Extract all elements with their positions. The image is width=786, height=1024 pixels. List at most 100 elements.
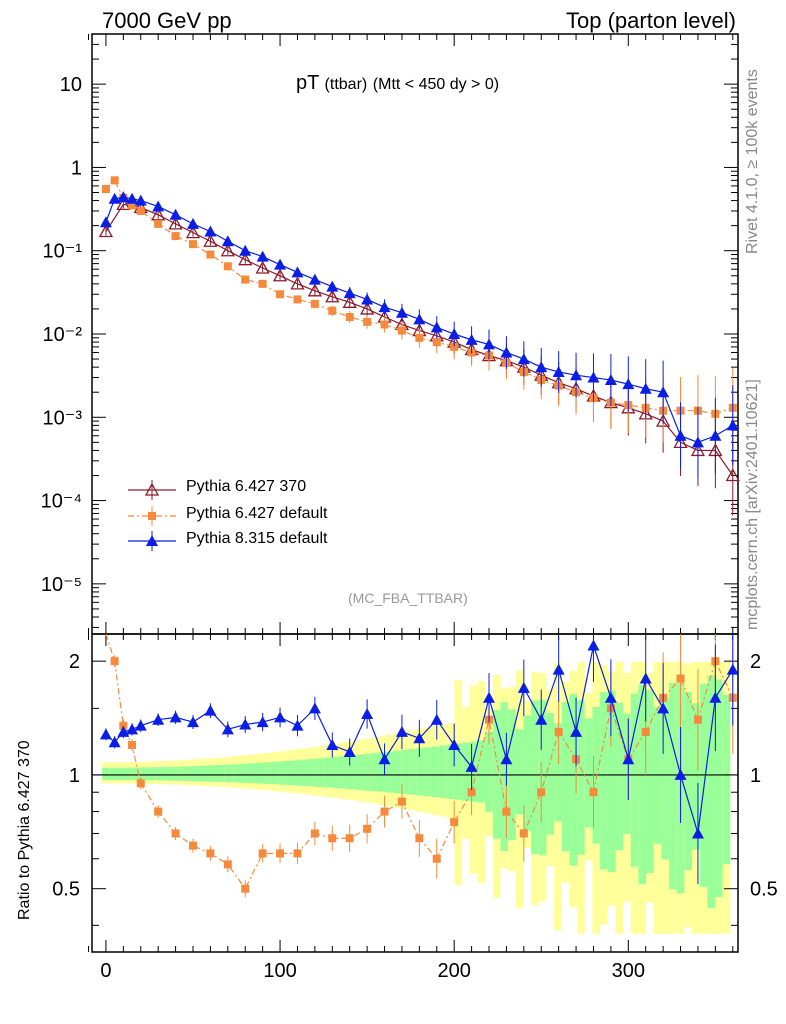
band-green-bin — [247, 763, 256, 784]
data-point-main — [136, 206, 145, 215]
data-point-ratio — [223, 860, 232, 869]
data-point-ratio — [622, 753, 635, 765]
data-point-main — [343, 287, 356, 299]
band-green-bin — [370, 753, 378, 792]
data-point-ratio — [117, 725, 130, 737]
band-green-bin — [416, 748, 424, 796]
band-green-bin — [692, 703, 700, 850]
data-point-ratio — [136, 779, 145, 788]
data-point-main — [117, 191, 130, 203]
data-point-ratio — [221, 723, 234, 735]
data-point-main — [223, 262, 232, 271]
data-point-main — [221, 235, 234, 247]
data-point-main — [361, 293, 374, 305]
data-point-main — [448, 328, 461, 339]
data-point-main — [570, 369, 583, 381]
x-tick-label: 100 — [263, 960, 296, 982]
band-green-bin — [485, 731, 493, 812]
band-green-bin — [393, 750, 401, 794]
data-point-ratio — [604, 691, 617, 703]
band-green-bin — [301, 759, 309, 787]
data-point-main — [186, 217, 199, 229]
band-green-bin — [278, 761, 286, 785]
data-point-main — [363, 317, 372, 326]
ratio-tick-label: 1 — [69, 765, 80, 787]
data-point-main — [203, 233, 218, 247]
band-green-bin — [385, 751, 394, 793]
data-point-main — [639, 382, 652, 394]
band-green-bin — [163, 766, 172, 781]
band-green-bin — [270, 761, 279, 785]
data-point-main — [725, 468, 740, 482]
x-tick-label: 300 — [612, 960, 645, 982]
data-point-ratio — [502, 807, 511, 816]
band-green-bin — [630, 693, 639, 867]
band-green-bin — [155, 767, 164, 781]
plot-title: pT (ttbar) (Mtt < 450 dy > 0) — [296, 72, 499, 95]
data-point-main — [517, 353, 530, 365]
data-point-main — [98, 224, 114, 238]
band-green-bin — [331, 756, 340, 789]
series-layer — [98, 176, 740, 898]
data-point-main — [151, 207, 166, 221]
data-point-ratio — [171, 829, 180, 838]
data-point-main — [397, 326, 406, 335]
data-point-ratio — [639, 672, 652, 684]
legend-label-p6-370: Pythia 6.427 370 — [186, 478, 307, 495]
band-green-bin — [607, 690, 616, 873]
data-point-ratio — [241, 884, 250, 893]
data-point-main — [168, 216, 183, 230]
band-green-bin — [339, 756, 348, 789]
y-tick-label: 10⁻² — [43, 324, 83, 346]
data-point-main — [204, 225, 217, 237]
data-point-ratio — [691, 827, 704, 839]
data-point-main — [415, 333, 424, 342]
data-point-main — [500, 346, 513, 358]
band-green-bin — [638, 685, 647, 885]
data-point-main — [380, 320, 389, 329]
data-point-ratio — [256, 716, 269, 728]
ratio-tick-label-right: 2 — [750, 651, 761, 673]
data-point-main — [709, 429, 722, 441]
rivet-version: Rivet 4.1.0, ≥ 100k events — [744, 34, 774, 254]
data-point-ratio — [328, 834, 337, 843]
band-green-bin — [232, 764, 241, 783]
data-point-main — [328, 306, 337, 315]
band-green-bin — [554, 723, 562, 822]
band-green-bin — [194, 765, 202, 782]
mcplots-credit-text: mcplots.cern.ch [arXiv:2401.10621] — [744, 379, 761, 630]
data-point-ratio — [361, 707, 374, 719]
data-point-ratio — [276, 849, 285, 858]
data-point-ratio — [397, 797, 406, 806]
band-green-bin — [715, 679, 723, 898]
data-point-main — [220, 243, 235, 257]
data-point-main — [430, 321, 443, 333]
title-main: pT — [296, 72, 319, 94]
data-point-main — [154, 219, 163, 228]
ratio-tick-label: 0.5 — [52, 879, 80, 901]
data-point-main — [290, 276, 305, 290]
data-point-ratio — [99, 728, 112, 740]
data-point-main — [308, 273, 321, 285]
data-point-main — [291, 266, 304, 278]
band-green-bin — [224, 764, 233, 783]
data-point-main — [326, 280, 339, 292]
data-point-ratio — [204, 704, 217, 716]
ratio-tick-label-right: 1 — [750, 765, 761, 787]
data-point-ratio — [326, 739, 339, 751]
band-green-bin — [217, 764, 225, 782]
data-point-ratio — [258, 849, 267, 858]
data-point-ratio — [726, 663, 739, 675]
data-point-main — [126, 192, 139, 204]
y-tick-label: 10⁻⁴ — [41, 491, 82, 513]
band-green-bin — [431, 746, 440, 798]
data-point-ratio — [430, 713, 443, 725]
data-point-main — [108, 192, 121, 204]
data-point-main — [185, 225, 201, 239]
data-point-ratio — [274, 711, 287, 723]
band-green-bin — [538, 699, 547, 856]
band-green-bin — [722, 694, 731, 865]
data-point-main — [587, 371, 600, 383]
band-green-bin — [324, 757, 332, 788]
legend-marker — [144, 482, 160, 496]
